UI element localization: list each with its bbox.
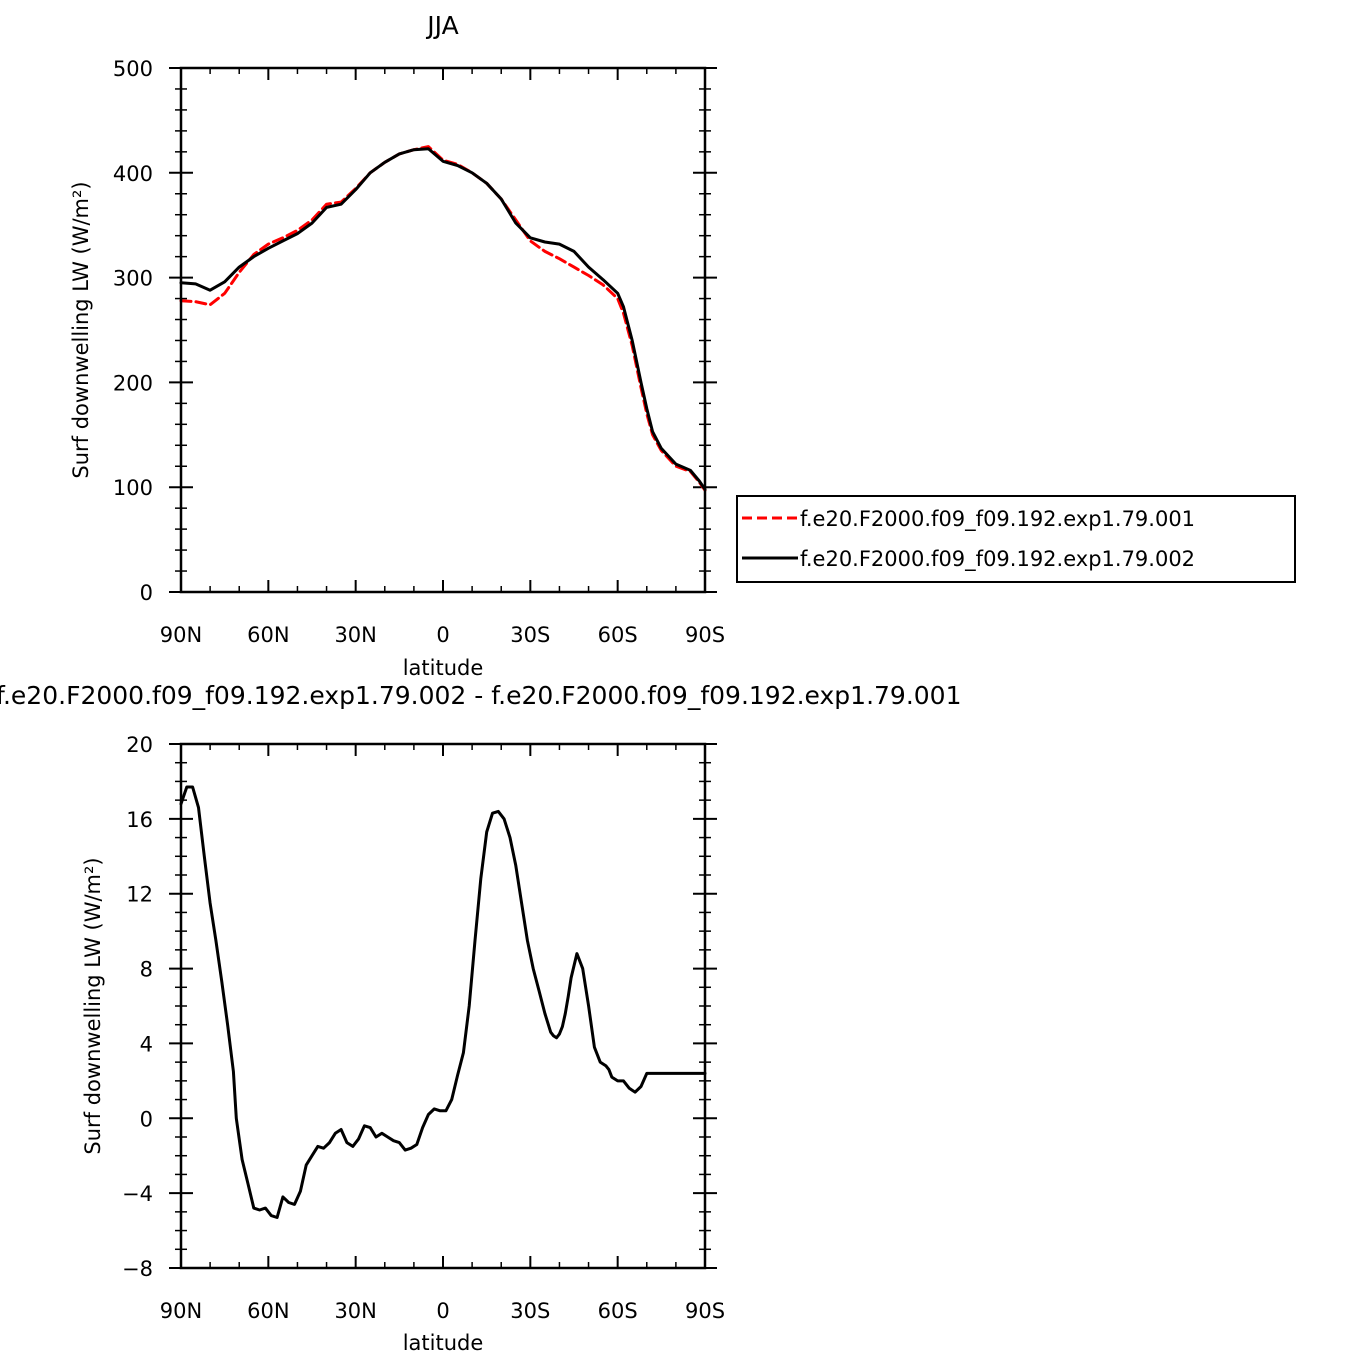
bottom-panel-ticks — [169, 743, 717, 1269]
bottom-panel-lines — [179, 785, 707, 1219]
top-panel-xlabel: latitude — [403, 656, 484, 680]
y-tick-label: 0 — [140, 581, 153, 605]
y-tick-label: 300 — [113, 267, 153, 291]
y-tick-label: −8 — [122, 1257, 153, 1281]
y-tick-label: 4 — [140, 1032, 153, 1056]
x-tick-label: 90N — [160, 623, 202, 647]
x-tick-label: 60S — [598, 623, 638, 647]
bottom-panel-frame — [179, 742, 707, 1270]
x-tick-label: 90S — [685, 623, 725, 647]
x-tick-label: 30N — [334, 623, 376, 647]
top-panel-ticks — [169, 67, 717, 593]
x-tick-label: 0 — [436, 1299, 449, 1323]
y-tick-label: 12 — [126, 883, 153, 907]
y-tick-label: 16 — [126, 808, 153, 832]
y-tick-label: 0 — [140, 1107, 153, 1131]
y-tick-label: −4 — [122, 1182, 153, 1206]
legend: f.e20.F2000.f09_f09.192.exp1.79.001 f.e2… — [736, 495, 1296, 583]
top-panel-tick-labels: 90N 60N 30N 0 30S 60S 90S 0 100 200 300 400 500 — [113, 57, 725, 647]
x-tick-label: 60S — [598, 1299, 638, 1323]
x-tick-label: 60N — [247, 1299, 289, 1323]
x-tick-label: 30S — [510, 623, 550, 647]
x-tick-label: 90S — [685, 1299, 725, 1323]
y-tick-label: 20 — [126, 733, 153, 757]
series-line-2 — [179, 147, 707, 491]
top-panel-title: JJA — [425, 11, 458, 40]
legend-box — [736, 495, 1296, 583]
series-line-1 — [179, 785, 707, 1219]
bottom-panel-title: f.e20.F2000.f09_f09.192.exp1.79.002 - f.… — [0, 681, 962, 710]
bottom-panel-tick-labels: 90N 60N 30N 0 30S 60S 90S −8 −4 0 4 8 12 16 20 — [122, 733, 725, 1323]
y-tick-label: 8 — [140, 958, 153, 982]
x-tick-label: 60N — [247, 623, 289, 647]
top-panel-lines — [179, 145, 707, 492]
top-panel: JJA Surf downwelling LW (W/m²) latitude … — [69, 11, 725, 680]
legend-label-series-1: f.e20.F2000.f09_f09.192.exp1.79.001 — [800, 507, 1195, 532]
y-tick-label: 100 — [113, 476, 153, 500]
x-tick-label: 0 — [436, 623, 449, 647]
top-panel-ylabel: Surf downwelling LW (W/m²) — [69, 181, 93, 478]
y-tick-label: 200 — [113, 371, 153, 395]
top-panel-frame — [179, 66, 707, 594]
x-tick-label: 30S — [510, 1299, 550, 1323]
bottom-panel-ylabel: Surf downwelling LW (W/m²) — [81, 857, 105, 1154]
x-tick-label: 90N — [160, 1299, 202, 1323]
y-tick-label: 500 — [113, 57, 153, 81]
y-tick-label: 400 — [113, 162, 153, 186]
legend-label-series-2: f.e20.F2000.f09_f09.192.exp1.79.002 — [800, 547, 1195, 572]
x-tick-label: 30N — [334, 1299, 376, 1323]
bottom-panel-xlabel: latitude — [403, 1331, 484, 1355]
bottom-panel: f.e20.F2000.f09_f09.192.exp1.79.002 - f.… — [0, 681, 962, 1355]
